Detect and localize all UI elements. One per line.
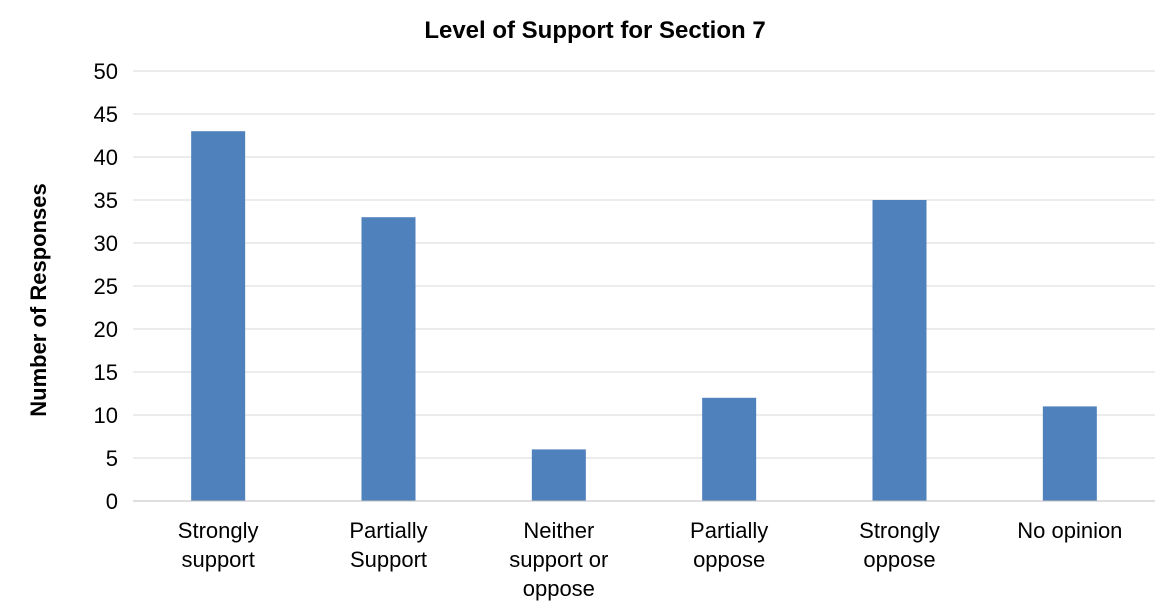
x-tick-label: Partially oppose xyxy=(690,518,768,572)
y-tick-label: 25 xyxy=(94,274,118,299)
y-tick-label: 50 xyxy=(94,59,118,84)
y-tick-label: 20 xyxy=(94,317,118,342)
bar xyxy=(531,449,586,501)
bar xyxy=(1042,406,1097,501)
x-tick-label: Partially Support xyxy=(349,518,427,572)
chart-title: Level of Support for Section 7 xyxy=(424,17,765,44)
bars xyxy=(191,131,1097,501)
x-axis-ticks: Strongly support Partially Support Neither su… xyxy=(178,518,1123,601)
y-tick-label: 0 xyxy=(106,489,118,514)
y-tick-label: 40 xyxy=(94,145,118,170)
gridlines xyxy=(133,70,1155,459)
x-tick-label: Neither support or oppose xyxy=(509,518,608,601)
x-tick-label: Strongly support xyxy=(178,518,259,572)
y-tick-label: 10 xyxy=(94,403,118,428)
bar xyxy=(361,217,416,501)
bar xyxy=(191,131,246,501)
x-tick-label: Strongly oppose xyxy=(859,518,940,572)
x-tick-label: No opinion xyxy=(1017,518,1122,543)
y-tick-label: 45 xyxy=(94,102,118,127)
y-tick-label: 5 xyxy=(106,446,118,471)
y-tick-label: 30 xyxy=(94,231,118,256)
bar xyxy=(872,200,927,501)
y-axis-ticks: 0 5 10 15 20 25 30 35 40 45 50 xyxy=(94,59,118,514)
y-tick-label: 15 xyxy=(94,360,118,385)
bar xyxy=(702,397,757,501)
y-axis-label: Number of Responses xyxy=(26,183,51,417)
y-tick-label: 35 xyxy=(94,188,118,213)
